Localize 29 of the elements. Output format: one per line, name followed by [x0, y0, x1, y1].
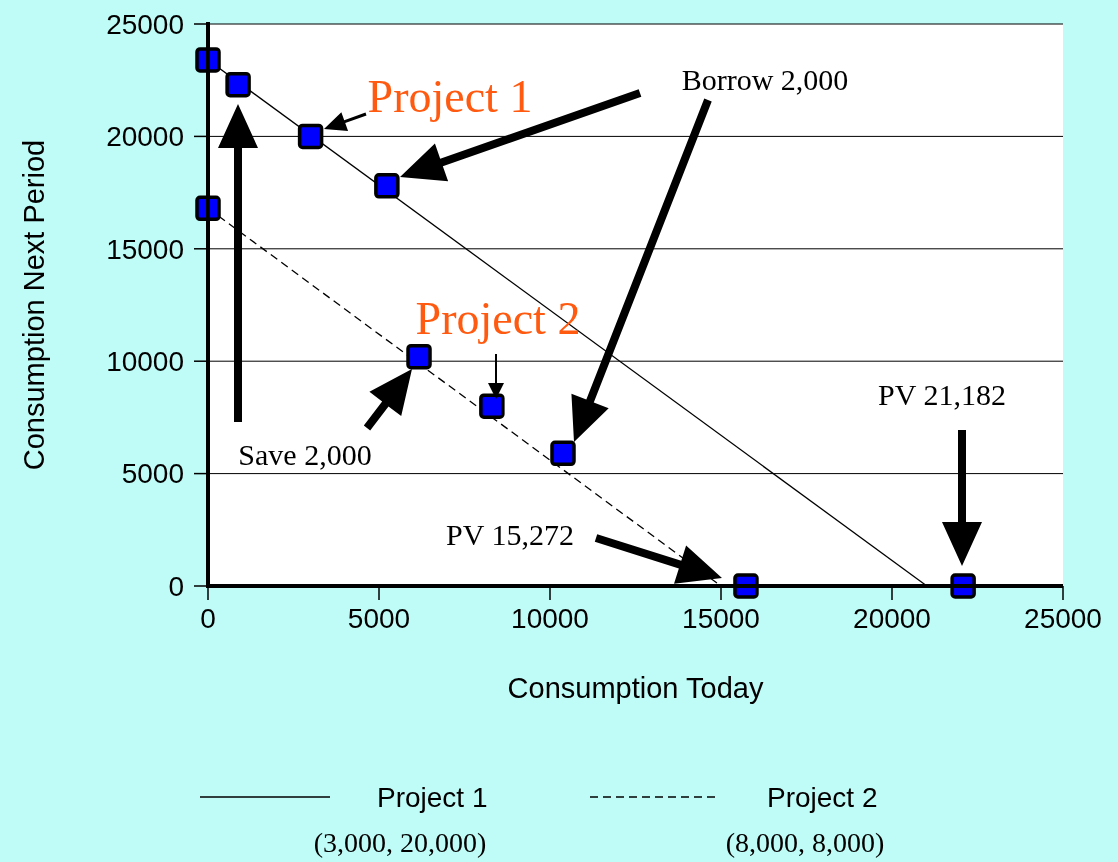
- annotation: PV 15,272: [446, 518, 574, 551]
- point: [550, 440, 576, 467]
- annotation: Project 1: [367, 71, 533, 122]
- y-tick-label: 10000: [106, 346, 184, 377]
- x-tick-label: 20000: [853, 603, 931, 634]
- x-tick-label: 0: [200, 603, 216, 634]
- annotation: Borrow 2,000: [681, 63, 849, 96]
- y-tick-label: 5000: [121, 458, 184, 490]
- x-tick-label: 15000: [682, 603, 760, 634]
- point: [374, 173, 400, 199]
- annotation: Save 2,000: [238, 438, 372, 471]
- text: (3,000, 20,000): [313, 827, 487, 858]
- y-tick-label: 25000: [106, 8, 184, 40]
- x-tick-label: 25000: [1024, 603, 1102, 634]
- x-tick-label: 10000: [511, 603, 589, 634]
- text: (8,000, 8,000): [725, 827, 885, 858]
- x-tick-label: 5000: [347, 603, 411, 634]
- legend-label: Project 1: [377, 782, 488, 813]
- y-axis-title: Consumption Next Period: [18, 139, 50, 471]
- y-tick-label: 15000: [106, 233, 184, 265]
- y-tick-label: 20000: [106, 121, 184, 153]
- y-tick-label: 0: [168, 570, 184, 602]
- legend-label: Project 2: [767, 782, 878, 813]
- point: [479, 393, 505, 419]
- annotation: PV 21,182: [878, 378, 1006, 411]
- point: [297, 123, 324, 150]
- x-axis-title: Consumption Today: [507, 672, 764, 704]
- point: [225, 71, 251, 98]
- point: [406, 343, 432, 370]
